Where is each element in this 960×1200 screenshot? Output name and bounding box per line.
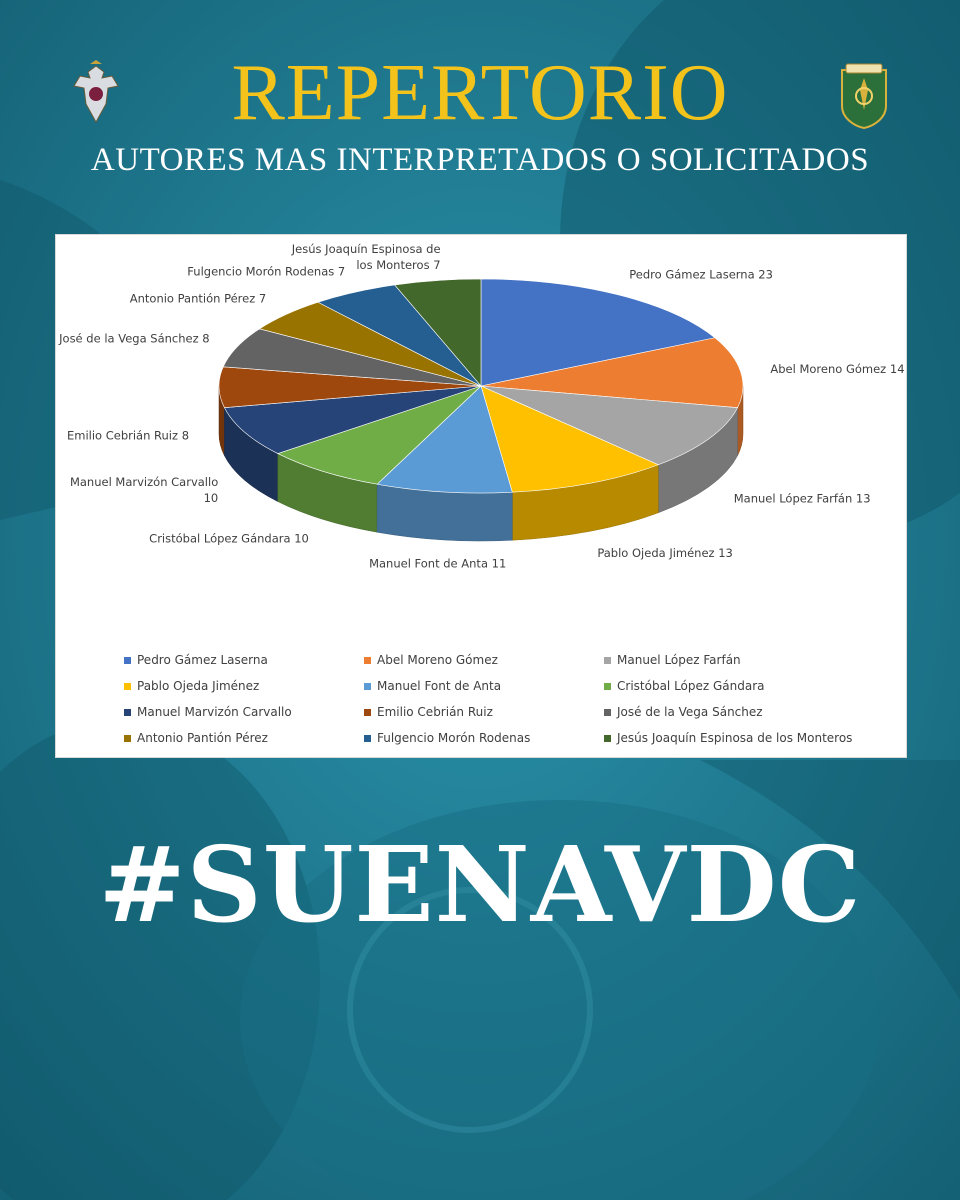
legend-item-manuel-marvizon-carvallo: Manuel Marvizón Carvallo: [124, 703, 364, 721]
data-label-pablo-ojeda-jimenez: Pablo Ojeda Jiménez 13: [597, 546, 733, 560]
pie-slice-pablo-ojeda-jimenez: [480, 385, 660, 493]
legend-item-fulgencio-moron-rodenas: Fulgencio Morón Rodenas: [364, 729, 604, 747]
chart-legend: Pedro Gámez Laserna Abel Moreno Gómez Manu…: [124, 651, 884, 747]
pie-chart-panel: Pedro Gámez Laserna 23 Abel Moreno Gómez …: [55, 234, 907, 758]
data-label-fulgencio-moron-rodenas: Fulgencio Morón Rodenas 7: [187, 264, 345, 278]
legend-label: Emilio Cebrián Ruiz: [377, 705, 493, 719]
data-label-manuel-marvizon-carvallo: Manuel Marvizón Carvallo 10: [70, 475, 218, 505]
pie-slice-jesus-joaquin-espinosa-de-los-monteros: [394, 278, 482, 387]
legend-label: Manuel López Farfán: [617, 653, 741, 667]
data-label-cristobal-lopez-gandara: Cristóbal López Gándara 10: [149, 531, 309, 545]
data-label-abel-moreno-gomez: Abel Moreno Gómez 14: [770, 362, 904, 376]
legend-item-cristobal-lopez-gandara: Cristóbal López Gándara: [604, 677, 884, 695]
legend-swatch: [364, 734, 371, 742]
legend-label: Antonio Pantión Pérez: [137, 731, 268, 745]
page-title: REPERTORIO: [231, 49, 729, 137]
legend-swatch: [604, 656, 611, 664]
legend-item-jesus-joaquin-espinosa-de-los-monteros: Jesús Joaquín Espinosa de los Monteros: [604, 729, 884, 747]
legend-item-manuel-lopez-farfan: Manuel López Farfán: [604, 651, 884, 669]
legend-swatch: [364, 708, 371, 716]
legend-swatch: [124, 682, 131, 690]
data-label-manuel-font-de-anta: Manuel Font de Anta 11: [369, 557, 506, 571]
legend-item-jose-de-la-vega-sanchez: José de la Vega Sánchez: [604, 703, 884, 721]
legend-label: Cristóbal López Gándara: [617, 679, 765, 693]
legend-swatch: [604, 682, 611, 690]
data-label-jesus-joaquin-espinosa-de-los-monteros: Jesús Joaquín Espinosa de los Monteros 7: [291, 242, 441, 272]
legend-swatch: [604, 708, 611, 716]
legend-item-pablo-ojeda-jimenez: Pablo Ojeda Jiménez: [124, 677, 364, 695]
legend-swatch: [364, 656, 371, 664]
data-label-jose-de-la-vega-sanchez: José de la Vega Sánchez 8: [58, 331, 209, 345]
band-emblem-icon: [841, 63, 887, 130]
legend-swatch: [364, 682, 371, 690]
data-label-antonio-pantion-perez: Antonio Pantión Pérez 7: [130, 291, 266, 305]
legend-label: Jesús Joaquín Espinosa de los Monteros: [617, 731, 853, 745]
pie-chart: Pedro Gámez Laserna 23 Abel Moreno Gómez …: [58, 242, 904, 571]
data-label-emilio-cebrian-ruiz: Emilio Cebrián Ruiz 8: [67, 429, 189, 443]
legend-item-emilio-cebrian-ruiz: Emilio Cebrián Ruiz: [364, 703, 604, 721]
pie-slice-manuel-marvizon-carvallo: [223, 385, 482, 454]
legend-item-manuel-font-de-anta: Manuel Font de Anta: [364, 677, 604, 695]
legend-item-antonio-pantion-perez: Antonio Pantión Pérez: [124, 729, 364, 747]
data-label-manuel-lopez-farfan: Manuel López Farfán 13: [734, 492, 871, 506]
legend-swatch: [604, 734, 611, 742]
hashtag: #SUENAVDC: [98, 823, 862, 946]
page-subtitle: AUTORES MAS INTERPRETADOS O SOLICITADOS: [90, 142, 870, 178]
legend-swatch: [124, 708, 131, 716]
legend-swatch: [124, 656, 131, 664]
pie-slice-manuel-lopez-farfan: [480, 385, 739, 466]
legend-label: Pedro Gámez Laserna: [137, 653, 268, 667]
legend-swatch: [124, 734, 131, 742]
legend-label: Manuel Marvizón Carvallo: [137, 705, 292, 719]
legend-item-abel-moreno-gomez: Abel Moreno Gómez: [364, 651, 604, 669]
legend-label: José de la Vega Sánchez: [617, 705, 763, 719]
legend-item-pedro-gamez-laserna: Pedro Gámez Laserna: [124, 651, 364, 669]
pie-slice-manuel-font-de-anta: [376, 385, 513, 494]
pie-slice-pedro-gamez-laserna: [480, 278, 716, 387]
legend-label: Pablo Ojeda Jiménez: [137, 679, 260, 693]
pie-slice-abel-moreno-gomez: [480, 337, 744, 408]
data-label-pedro-gamez-laserna: Pedro Gámez Laserna 23: [629, 267, 773, 281]
pie-slice-cristobal-lopez-gandara: [277, 385, 482, 485]
legend-label: Abel Moreno Gómez: [377, 653, 498, 667]
legend-label: Manuel Font de Anta: [377, 679, 502, 693]
legend-label: Fulgencio Morón Rodenas: [377, 731, 531, 745]
heraldic-crest-icon: [73, 60, 119, 124]
